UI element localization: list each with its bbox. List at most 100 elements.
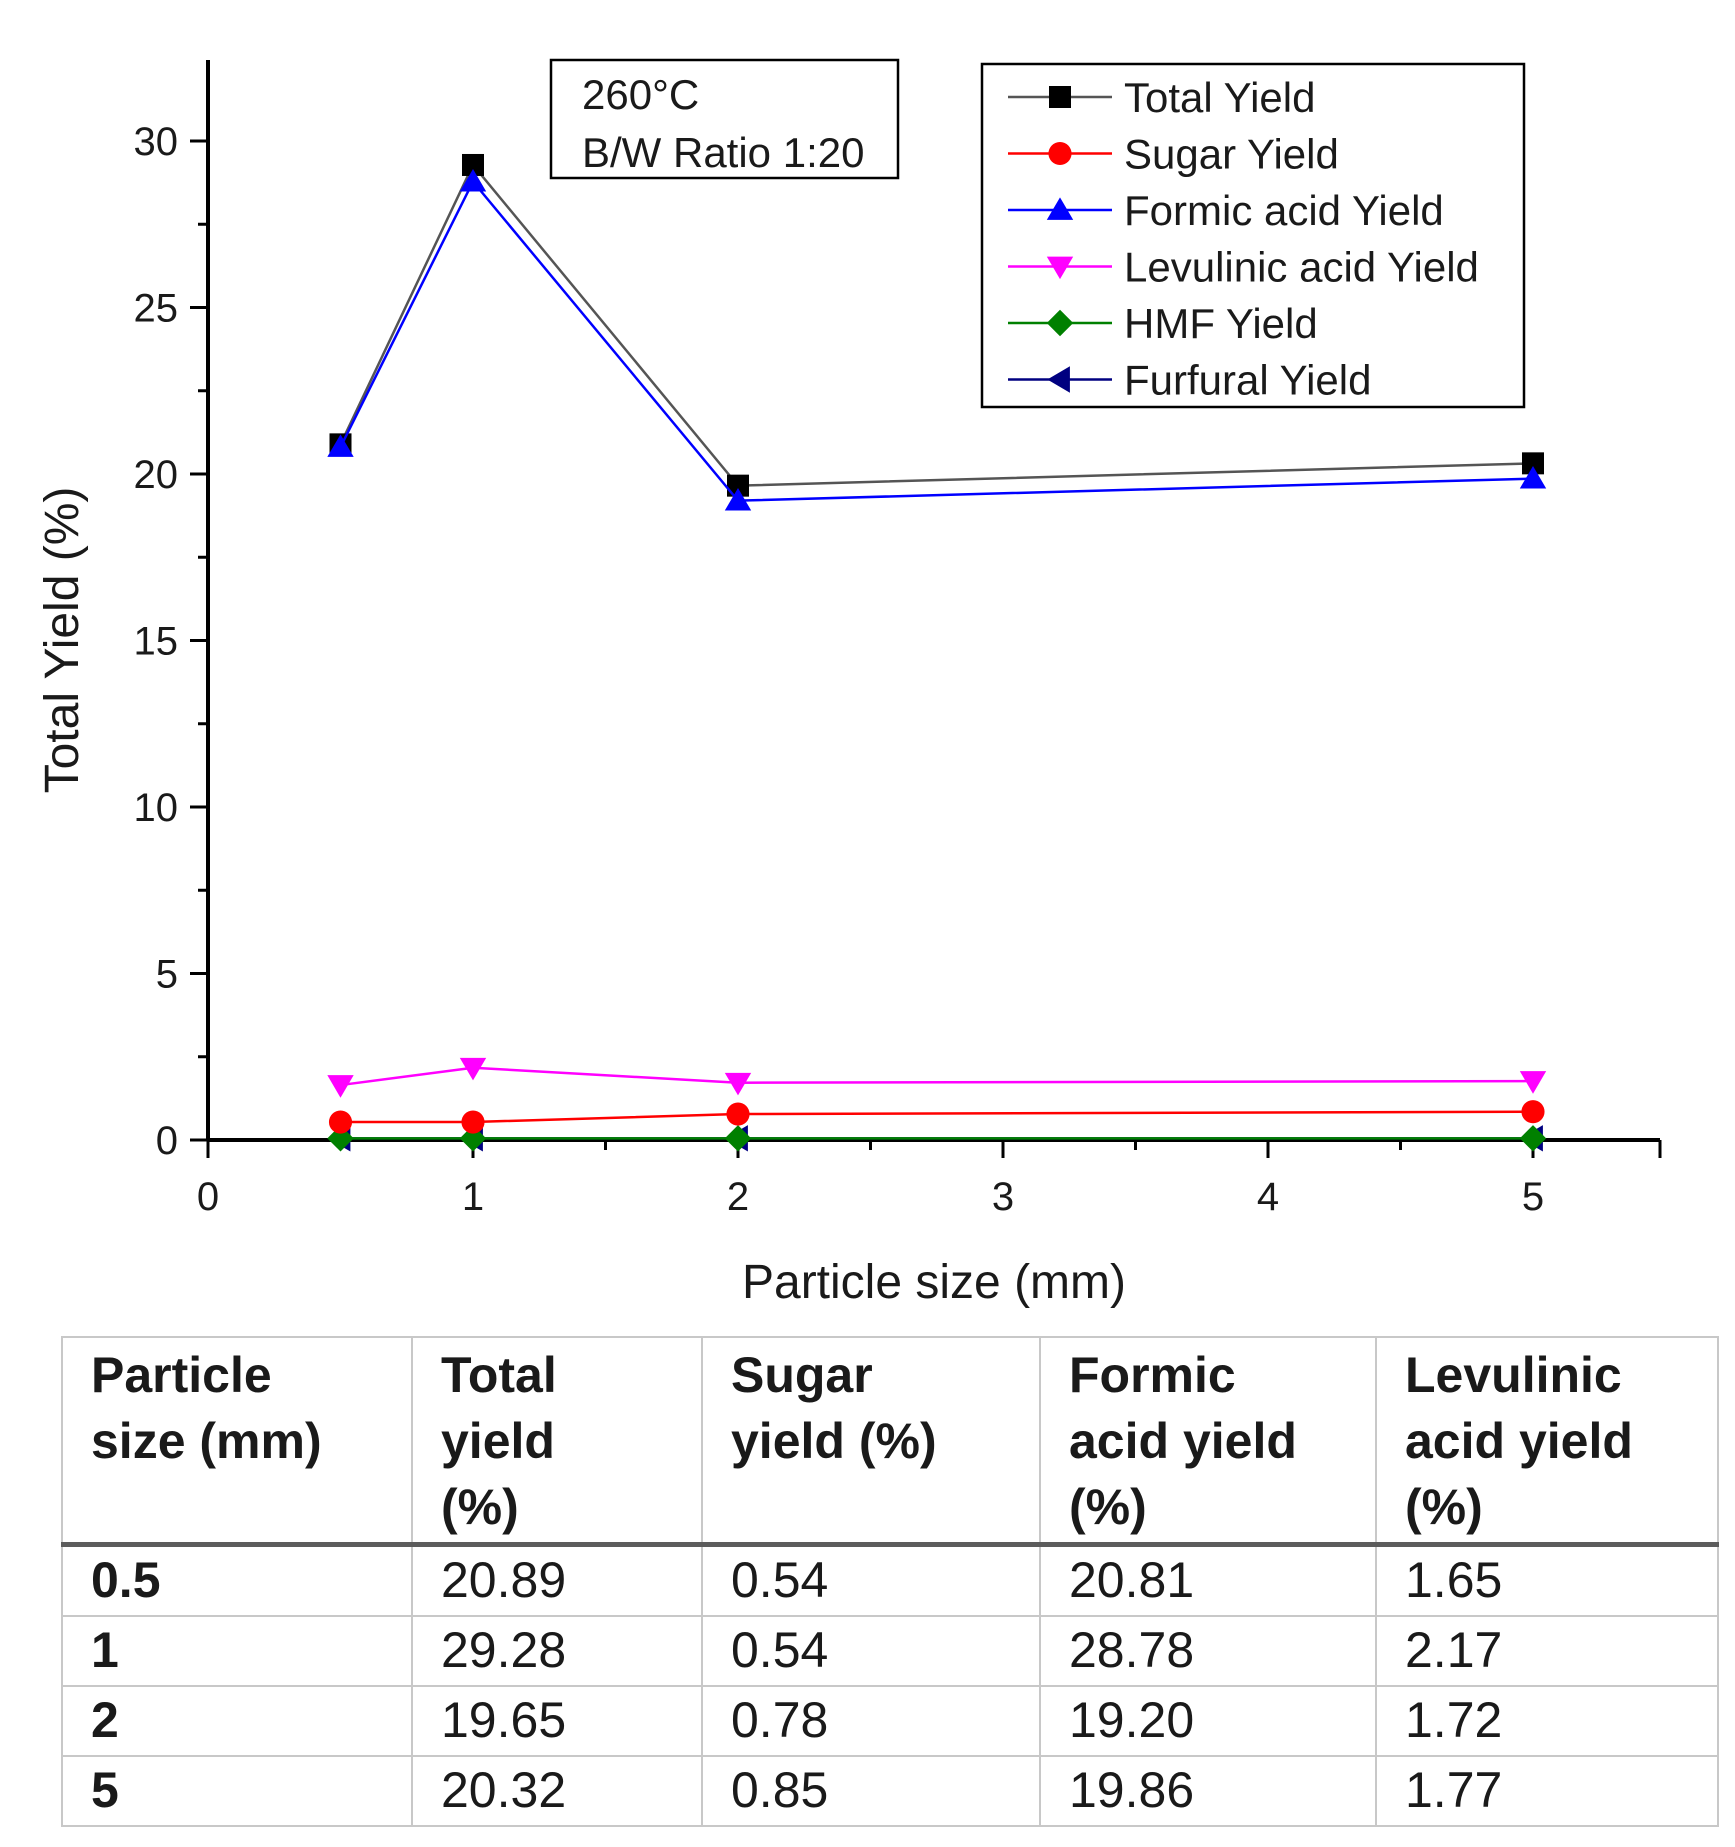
x-tick-label: 4 [1257, 1175, 1279, 1219]
column-header-line: (%) [1405, 1479, 1483, 1535]
formic-acid-yield-series [327, 168, 1547, 511]
table-body: 0.5 20.89 0.54 20.81 1.65 1 29.28 0.54 28.78 2.17… [61, 1543, 1719, 1827]
column-header-line: Formic [1069, 1347, 1236, 1403]
table-row: 5 20.32 0.85 19.86 1.77 [61, 1755, 1719, 1827]
y-tick-label: 5 [156, 953, 178, 997]
legend-entry-formic-acid-yield: Formic acid Yield [1008, 187, 1444, 234]
legend-marker [1046, 309, 1074, 337]
sugar-yield-point [726, 1102, 750, 1126]
legend-entry-levulinic-acid-yield: Levulinic acid Yield [1008, 244, 1479, 291]
legend: Total Yield Sugar Yield Formic acid Yield L… [980, 62, 1526, 409]
column-header-line: Particle [91, 1347, 272, 1403]
total-yield-point [462, 153, 484, 176]
legend-marker [1048, 141, 1072, 166]
column-header: Particle size (mm) [61, 1336, 413, 1547]
table-cell: 0.54 [701, 1615, 1041, 1687]
table-cell: 0.5 [61, 1543, 413, 1617]
table-cell: 1.65 [1375, 1543, 1719, 1617]
levulinic-acid-yield-line [340, 1066, 1534, 1087]
column-header-line: Total [441, 1347, 557, 1403]
annotation-frame [549, 58, 900, 180]
column-header-line: Levulinic [1405, 1347, 1622, 1403]
annotation-line: 260°C [582, 71, 699, 118]
table-cell: 1.77 [1375, 1755, 1719, 1827]
hmf-yield-point [327, 1125, 354, 1152]
chart: 0 1 2 3 4 5 0 5 10 15 20 25 30 Particle size (mm) Tota… [36, 58, 1662, 1309]
column-header-line: (%) [1069, 1479, 1147, 1535]
levulinic-acid-yield-point [459, 1057, 487, 1081]
table-row: 0.5 20.89 0.54 20.81 1.65 [61, 1543, 1719, 1617]
column-header: Total yield (%) [411, 1336, 703, 1547]
annotation-box: 260°C B/W Ratio 1:20 [549, 58, 900, 180]
table-cell: 20.89 [411, 1543, 703, 1617]
sugar-yield-line [340, 1110, 1534, 1124]
formic-acid-yield-point [459, 168, 487, 192]
sugar-yield-point [1521, 1100, 1545, 1124]
x-tick-label: 2 [727, 1175, 749, 1219]
legend-marker [1049, 86, 1071, 108]
table-cell: 1.72 [1375, 1685, 1719, 1757]
series-layer [327, 153, 1547, 1152]
table-row: 1 29.28 0.54 28.78 2.17 [61, 1615, 1719, 1687]
x-tick-label: 3 [992, 1175, 1014, 1219]
x-tick-label: 5 [1522, 1175, 1544, 1219]
y-tick-label: 15 [134, 620, 179, 664]
data-table: Particle size (mm) Total yield (%) Sugar yield… [61, 1336, 1719, 1827]
legend-label: Sugar Yield [1124, 131, 1339, 178]
legend-label: Furfural Yield [1124, 357, 1371, 404]
legend-entry-sugar-yield: Sugar Yield [1008, 131, 1339, 178]
x-tick-label: 1 [462, 1175, 484, 1219]
formic-acid-yield-line [339, 179, 1534, 502]
formic-acid-yield-point [1519, 466, 1547, 489]
column-header: Levulinic acid yield (%) [1375, 1336, 1719, 1547]
column-header-line: acid yield [1405, 1413, 1633, 1469]
column-header-line: Sugar [731, 1347, 873, 1403]
x-axis-title: Particle size (mm) [742, 1256, 1126, 1309]
sugar-yield-point [461, 1110, 485, 1134]
table-cell: 29.28 [411, 1615, 703, 1687]
table-cell: 2 [61, 1685, 413, 1757]
column-header-line: yield [441, 1413, 555, 1469]
total-yield-line [339, 162, 1534, 487]
legend-label: HMF Yield [1124, 300, 1318, 347]
legend-entry-furfural-yield: Furfural Yield [1008, 357, 1371, 404]
column-header-line: yield (%) [731, 1413, 937, 1469]
legend-marker [1046, 197, 1074, 220]
y-tick-label: 30 [134, 120, 179, 164]
table-cell: 1 [61, 1615, 413, 1687]
y-tick-label: 10 [134, 786, 179, 830]
table-cell: 20.32 [411, 1755, 703, 1827]
table-row: 2 19.65 0.78 19.20 1.72 [61, 1685, 1719, 1757]
table-cell: 28.78 [1039, 1615, 1377, 1687]
total-yield-point [1522, 452, 1544, 475]
column-header-line: (%) [441, 1479, 519, 1535]
hmf-yield-point [724, 1125, 752, 1152]
levulinic-acid-yield-series [327, 1057, 1547, 1098]
table-cell: 0.78 [701, 1685, 1041, 1757]
formic-acid-yield-point [327, 434, 354, 457]
legend-entry-hmf-yield: HMF Yield [1008, 300, 1318, 347]
levulinic-acid-yield-point [1519, 1071, 1547, 1094]
table-cell: 0.85 [701, 1755, 1041, 1827]
y-axis-title: Total Yield (%) [36, 487, 89, 794]
column-header: Formic acid yield (%) [1039, 1336, 1377, 1547]
column-header: Sugar yield (%) [701, 1336, 1041, 1547]
total-yield-series [329, 153, 1544, 497]
table-cell: 20.81 [1039, 1543, 1377, 1617]
x-tick-label: 0 [197, 1175, 219, 1219]
table-header-row: Particle size (mm) Total yield (%) Sugar yield… [61, 1336, 1719, 1547]
legend-frame [980, 62, 1526, 409]
column-header-line: size (mm) [91, 1413, 322, 1469]
levulinic-acid-yield-point [327, 1075, 354, 1098]
table-cell: 19.65 [411, 1685, 703, 1757]
legend-label: Total Yield [1124, 74, 1315, 121]
hmf-yield-point [459, 1125, 487, 1152]
legend-entry-total-yield: Total Yield [1008, 74, 1315, 121]
y-tick-label: 0 [156, 1119, 178, 1163]
annotation-line: B/W Ratio 1:20 [582, 129, 864, 176]
axes: 0 1 2 3 4 5 0 5 10 15 20 25 30 Particle size (mm) Tota… [36, 60, 1662, 1309]
legend-label: Levulinic acid Yield [1124, 244, 1479, 291]
table-cell: 19.86 [1039, 1755, 1377, 1827]
formic-acid-yield-point [724, 487, 752, 511]
column-header-line: acid yield [1069, 1413, 1297, 1469]
